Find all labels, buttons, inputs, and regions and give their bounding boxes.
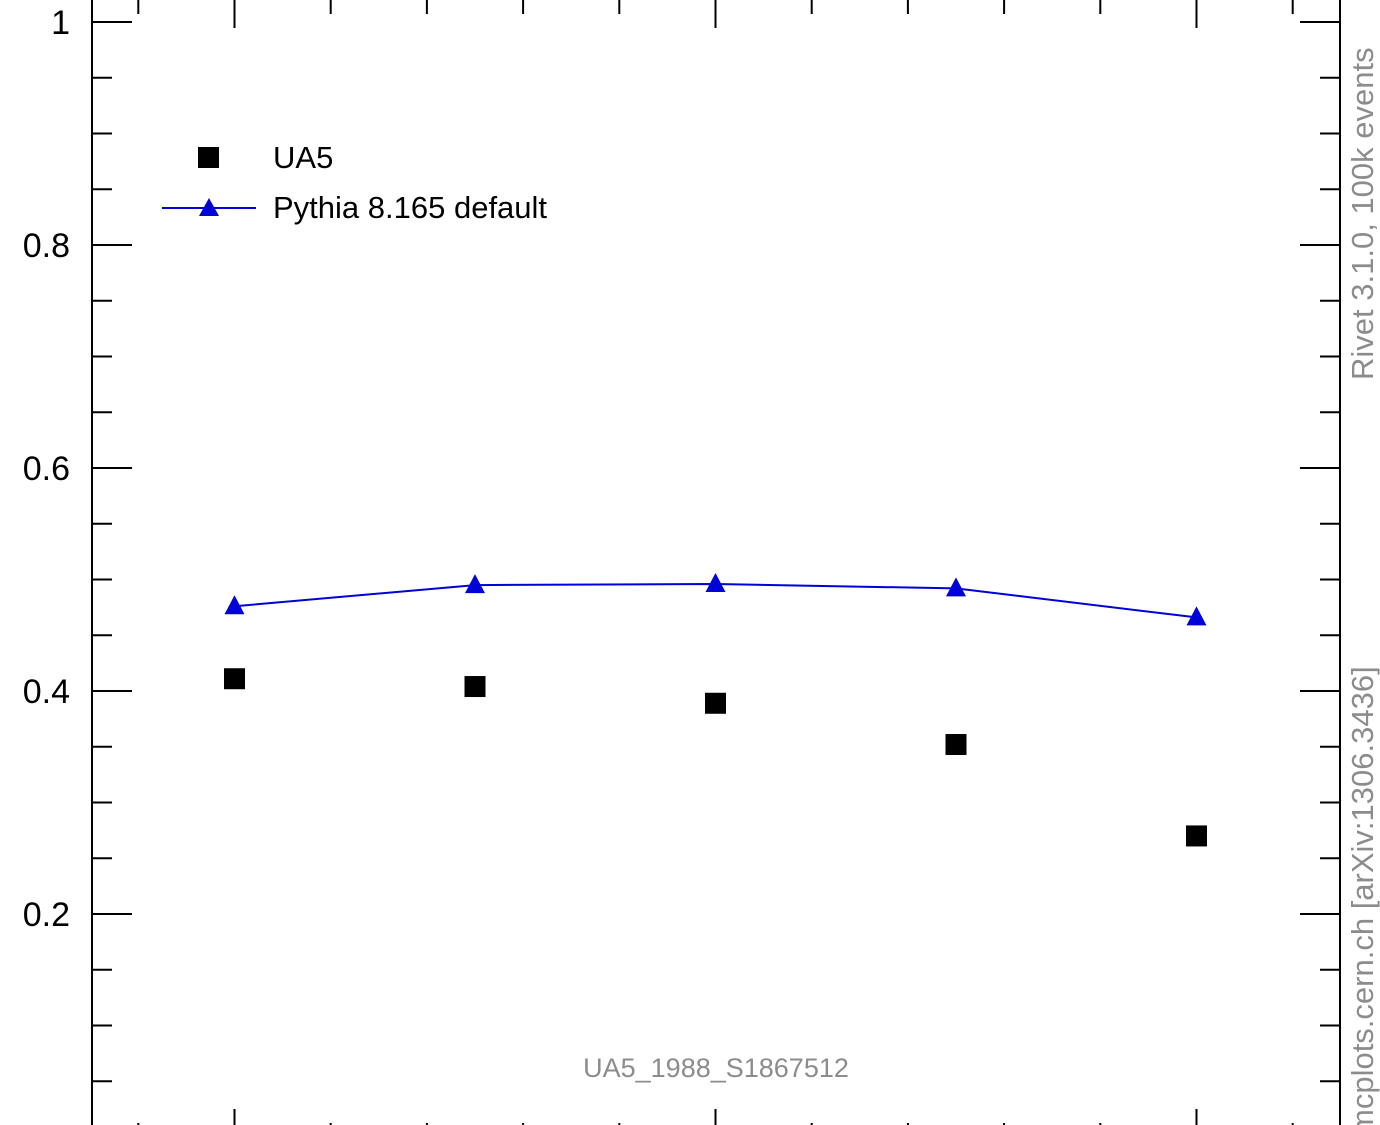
pythia-point xyxy=(705,572,726,592)
pythia-point xyxy=(465,574,485,594)
legend: UA5 Pythia 8.165 default xyxy=(162,140,547,225)
ua5-point xyxy=(224,668,245,690)
y-tick-labels: 0 0.2 0.4 0.6 0.8 1 xyxy=(23,4,70,1125)
analysis-watermark: UA5_1988_S1867512 xyxy=(583,1053,849,1083)
legend-marker-pythia xyxy=(199,198,219,216)
pythia-point xyxy=(224,595,245,615)
series-pythia xyxy=(224,572,1207,626)
pythia-point xyxy=(1186,606,1207,626)
y-tick-label: 0 xyxy=(51,1119,70,1125)
ua5-point xyxy=(945,734,967,756)
y-tick-label: 0.6 xyxy=(23,450,70,488)
rivet-version-label: Rivet 3.1.0, 100k events xyxy=(1345,47,1380,380)
ua5-point xyxy=(464,676,486,698)
ua5-point xyxy=(1186,825,1207,847)
series-ua5 xyxy=(224,668,1207,847)
x-ticks xyxy=(137,0,1294,1125)
legend-label-pythia: Pythia 8.165 default xyxy=(273,190,547,225)
y-ticks xyxy=(92,21,1340,1083)
y-tick-label: 1 xyxy=(51,4,70,42)
pythia-point xyxy=(946,577,966,597)
y-tick-label: 0.4 xyxy=(23,673,70,711)
legend-label-ua5: UA5 xyxy=(273,140,333,175)
y-tick-label: 0.2 xyxy=(23,896,70,934)
y-tick-label: 0.8 xyxy=(23,227,70,265)
ua5-point xyxy=(705,692,726,714)
legend-marker-ua5 xyxy=(198,147,219,168)
mcplots-reference-label: mcplots.cern.ch [arXiv:1306.3436] xyxy=(1345,666,1380,1125)
